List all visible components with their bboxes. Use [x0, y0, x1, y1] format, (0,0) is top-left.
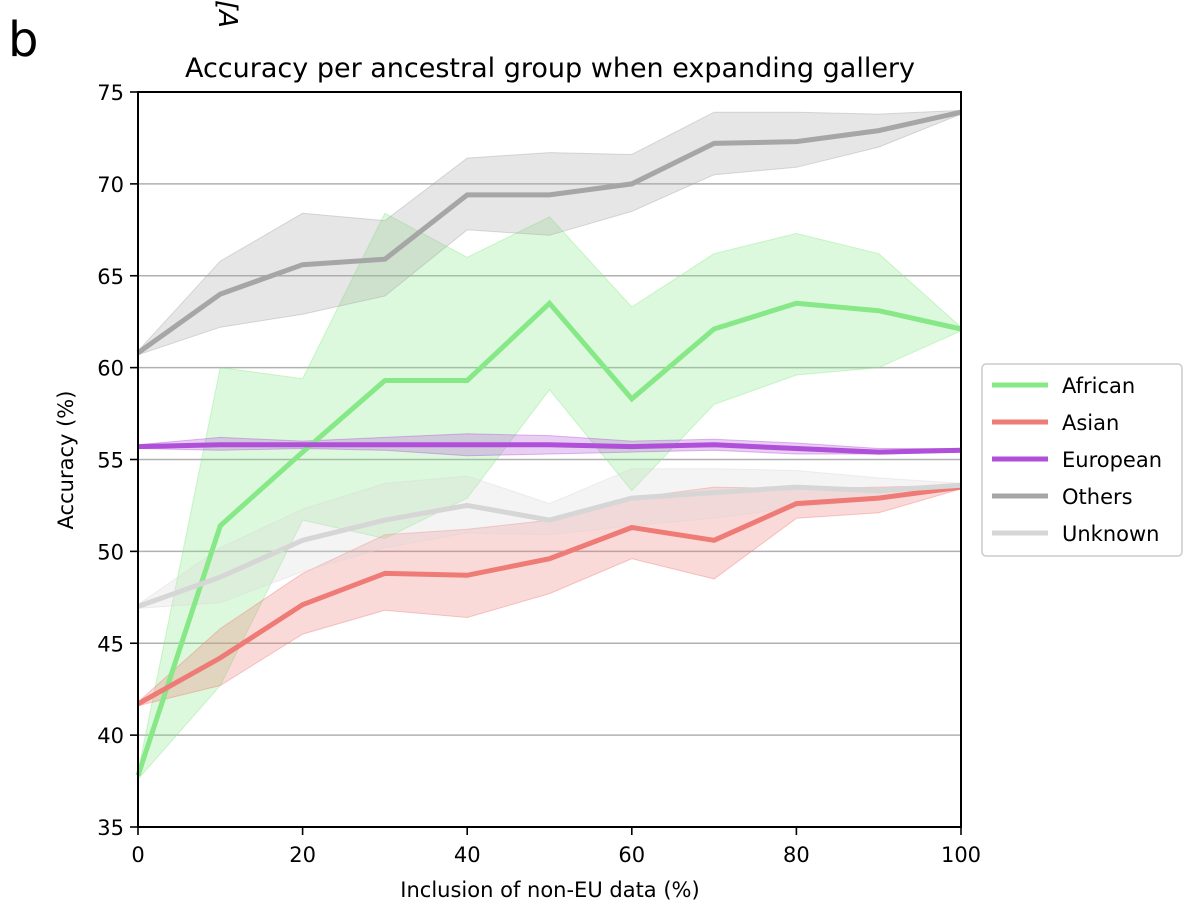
- series-line-asian: [136, 484, 962, 707]
- x-axis-label: Inclusion of non-EU data (%): [400, 878, 699, 902]
- x-tick-label: 40: [454, 843, 481, 867]
- x-tick-label: 60: [618, 843, 645, 867]
- x-tick-label: 80: [783, 843, 810, 867]
- y-tick-label: 65: [97, 265, 124, 289]
- x-tick-label: 100: [941, 843, 981, 867]
- legend-label-african: African: [1062, 374, 1135, 398]
- y-tick-label: 35: [97, 816, 124, 840]
- x-tick-label: 20: [289, 843, 316, 867]
- series-line-others: [136, 109, 962, 355]
- series-line-european: [137, 442, 962, 455]
- clipped-text: [A: [212, 0, 242, 28]
- y-tick-label: 45: [97, 632, 124, 656]
- legend-label-unknown: Unknown: [1062, 522, 1159, 546]
- band-layer: [137, 109, 962, 781]
- y-tick-label: 60: [97, 357, 124, 381]
- legend-label-others: Others: [1062, 485, 1133, 509]
- x-tick-label: 0: [131, 843, 144, 867]
- legend: African Asian European Others Unknown: [981, 363, 1183, 557]
- legend-box: [981, 363, 1183, 557]
- legend-label-european: European: [1062, 448, 1162, 472]
- series-line-unknown: [137, 482, 962, 609]
- panel-letter: b: [8, 12, 38, 68]
- y-tick-label: 75: [97, 81, 124, 105]
- chart-title: Accuracy per ancestral group when expand…: [185, 53, 915, 84]
- y-tick-label: 70: [97, 173, 124, 197]
- y-axis-label: Accuracy (%): [54, 391, 78, 530]
- axes-layer: 0 20 40 60 80 100 35 40 45 50 55 60 65 70 75: [97, 81, 981, 867]
- y-tick-label: 40: [97, 724, 124, 748]
- y-tick-label: 55: [97, 449, 124, 473]
- legend-label-asian: Asian: [1062, 411, 1119, 435]
- y-tick-label: 50: [97, 540, 124, 564]
- series-line-african: [135, 299, 962, 777]
- line-layer: [135, 109, 962, 777]
